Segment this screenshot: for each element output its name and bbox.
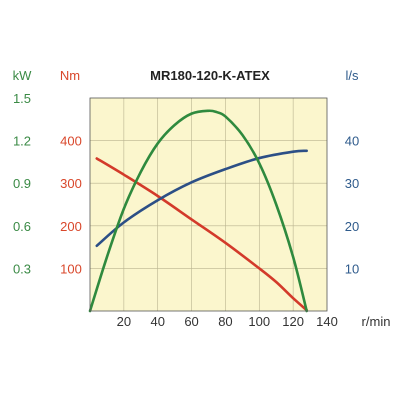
chart-title: MR180-120-K-ATEX xyxy=(150,68,270,83)
flow-tick-label: 20 xyxy=(345,219,359,234)
torque-axis-ticks: 100 200 300 400 xyxy=(60,134,82,277)
x-tick-label: 20 xyxy=(117,314,131,329)
x-tick-label: 40 xyxy=(150,314,164,329)
flow-tick-label: 30 xyxy=(345,176,359,191)
series-line-flow xyxy=(95,149,308,248)
torque-tick-label: 300 xyxy=(60,176,82,191)
power-tick-label: 0.9 xyxy=(13,176,31,191)
x-axis-label: r/min xyxy=(362,314,391,329)
plot-frame xyxy=(89,97,328,312)
flow-tick-label: 40 xyxy=(345,134,359,149)
flow-axis-unit: l/s xyxy=(346,68,360,83)
flow-tick-label: 10 xyxy=(345,261,359,276)
x-tick-label: 80 xyxy=(218,314,232,329)
series-layer xyxy=(88,109,308,313)
flow-axis-ticks: 10 20 30 40 xyxy=(345,134,359,277)
plot-area xyxy=(90,98,327,311)
grid xyxy=(90,98,327,311)
x-tick-label: 140 xyxy=(316,314,338,329)
power-tick-label: 0.3 xyxy=(13,261,31,276)
x-tick-label: 60 xyxy=(184,314,198,329)
power-tick-label: 0.6 xyxy=(13,219,31,234)
power-tick-label: 1.5 xyxy=(13,91,31,106)
power-axis-ticks: 0.3 0.6 0.9 1.2 1.5 xyxy=(13,91,31,276)
power-axis-unit: kW xyxy=(13,68,33,83)
series-line-power xyxy=(88,109,308,313)
x-axis-ticks: 20 40 60 80 100 120 140 xyxy=(117,314,338,329)
series-line-torque xyxy=(95,157,308,312)
torque-tick-label: 400 xyxy=(60,134,82,149)
x-tick-label: 120 xyxy=(282,314,304,329)
x-tick-label: 100 xyxy=(248,314,270,329)
torque-tick-label: 100 xyxy=(60,261,82,276)
torque-tick-label: 200 xyxy=(60,219,82,234)
power-tick-label: 1.2 xyxy=(13,134,31,149)
torque-axis-unit: Nm xyxy=(60,68,80,83)
